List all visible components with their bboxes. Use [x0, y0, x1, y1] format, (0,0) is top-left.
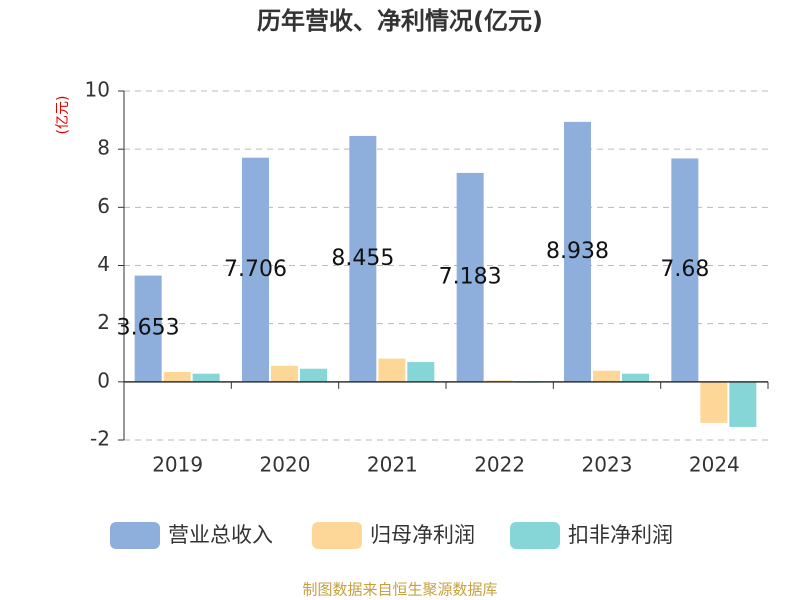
- legend-swatch: [110, 522, 160, 549]
- legend-swatch: [510, 522, 560, 549]
- x-tick-label: 2023: [582, 452, 633, 476]
- bar: [700, 381, 728, 423]
- x-tick-label: 2019: [152, 452, 203, 476]
- bar: [300, 368, 327, 382]
- data-label: 8.938: [546, 239, 609, 264]
- legend-label: 营业总收入: [168, 523, 273, 547]
- y-tick-label: 0: [97, 368, 110, 392]
- x-tick-label: 2024: [689, 452, 740, 476]
- legend-label: 扣非净利润: [568, 523, 673, 547]
- bar: [622, 373, 649, 382]
- bar: [729, 381, 757, 427]
- y-tick-label: 8: [97, 136, 110, 160]
- bar: [134, 275, 162, 382]
- bar: [192, 373, 220, 382]
- chart-title: 历年营收、净利情况(亿元): [257, 7, 543, 35]
- y-tick-label: 2: [97, 310, 110, 334]
- y-tick-label: 6: [97, 194, 110, 218]
- bar: [407, 362, 435, 382]
- bar: [564, 121, 591, 382]
- data-label: 8.455: [331, 246, 394, 271]
- bar: [593, 370, 620, 382]
- data-label: 3.653: [117, 316, 180, 341]
- bar: [378, 358, 406, 382]
- bar: [456, 172, 484, 382]
- y-axis-label: (亿元): [55, 96, 71, 135]
- x-tick-label: 2020: [260, 452, 311, 476]
- legend-swatch: [312, 522, 362, 549]
- bar: [349, 135, 377, 382]
- legend-label: 归母净利润: [370, 523, 475, 547]
- bar: [271, 365, 298, 382]
- y-tick-label: 4: [97, 252, 110, 276]
- x-tick-label: 2022: [474, 452, 525, 476]
- data-label: 7.68: [660, 257, 709, 282]
- bar: [163, 371, 191, 382]
- bar: [242, 157, 269, 382]
- data-label: 7.183: [439, 264, 502, 289]
- data-label: 7.706: [224, 257, 287, 282]
- y-tick-label: -2: [90, 427, 110, 451]
- source-note: 制图数据来自恒生聚源数据库: [302, 581, 497, 599]
- x-tick-label: 2021: [367, 452, 418, 476]
- y-tick-label: 10: [85, 78, 110, 102]
- bar: [671, 158, 699, 382]
